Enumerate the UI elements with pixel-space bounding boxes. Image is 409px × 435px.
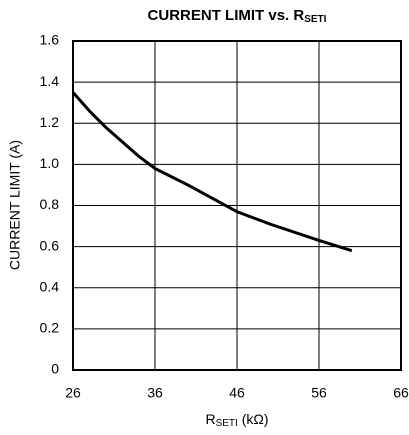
y-tick-label: 1.0 [40,155,60,171]
y-tick-label: 0 [51,361,59,377]
title-main: CURRENT LIMIT vs. R [148,7,305,24]
x-tick-label: 36 [147,385,163,401]
y-tick-label: 0.4 [40,278,60,294]
x-label-unit: (kΩ) [238,411,269,427]
x-tick-label: 56 [311,385,327,401]
title-subscript: SETI [304,14,326,25]
y-tick-label: 0.6 [40,237,60,253]
data-line [71,91,353,253]
x-axis-label: RSETI (kΩ) [205,411,268,429]
x-label-subscript: SETI [216,418,238,429]
y-tick-label: 0.8 [40,196,60,212]
y-tick-label: 0.2 [40,320,60,336]
y-tick-label: 1.4 [40,73,60,89]
y-axis-label: CURRENT LIMIT (A) [7,140,23,270]
plot-frame [72,40,402,371]
x-tick-label: 66 [393,385,409,401]
x-tick-label: 26 [65,385,81,401]
x-tick-label: 46 [229,385,245,401]
x-label-main: R [205,411,215,427]
y-tick-label: 1.6 [40,32,60,48]
chart-title: CURRENT LIMIT vs. RSETI [148,7,327,25]
y-tick-label: 1.2 [40,114,60,130]
